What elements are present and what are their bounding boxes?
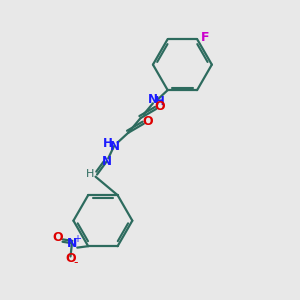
Text: H: H (154, 95, 164, 108)
Text: -: - (74, 256, 78, 269)
Text: F: F (201, 31, 209, 44)
Text: O: O (142, 115, 153, 128)
Text: N: N (110, 140, 120, 153)
Text: O: O (154, 100, 165, 113)
Text: O: O (65, 252, 76, 265)
Text: +: + (73, 234, 81, 244)
Text: N: N (67, 237, 77, 250)
Text: N: N (102, 155, 112, 168)
Text: N: N (148, 93, 158, 106)
Text: H: H (86, 169, 94, 179)
Text: O: O (53, 231, 63, 244)
Text: H: H (103, 137, 112, 150)
